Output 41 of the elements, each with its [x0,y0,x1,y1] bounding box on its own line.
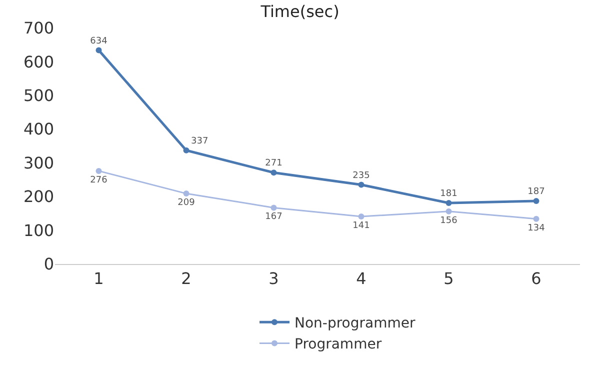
y-tick-label: 200 [23,187,54,206]
data-label: 271 [265,158,282,169]
point [96,47,102,54]
legend-label: Non-programmer [294,316,416,332]
y-tick-label: 500 [23,86,54,106]
y-tick-label: 600 [23,52,54,72]
point [270,170,277,176]
data-label: 156 [440,216,458,226]
point [358,213,364,220]
x-tick-label: 4 [356,269,366,288]
data-label: 187 [528,186,545,197]
data-label: 134 [528,223,546,234]
data-label: 167 [265,212,282,222]
y-tick-label: 300 [23,153,54,172]
data-label: 276 [90,175,108,186]
data-label: 209 [178,198,196,208]
y-tick-label: 700 [23,18,54,38]
y-tick-label: 0 [44,254,54,274]
point [96,168,102,174]
x-tick-label: 2 [181,269,192,288]
data-label: 141 [352,220,370,231]
y-tick-label: 400 [23,120,54,139]
point [358,182,364,188]
point [446,208,452,214]
point [446,200,452,206]
data-label: 181 [440,188,458,199]
data-label: 634 [90,36,108,46]
point [533,198,540,204]
point [183,190,190,197]
point [533,216,540,222]
point [183,147,190,154]
x-tick-label: 3 [268,269,279,288]
x-tick-label: 1 [94,269,104,288]
data-label: 235 [352,170,370,181]
legend-label: Programmer [294,336,382,353]
x-tick-label: 5 [444,269,454,288]
data-label: 337 [191,136,208,146]
point [270,204,277,211]
chart-title: Time(sec) [260,2,340,21]
x-tick-label: 6 [531,269,542,288]
y-tick-label: 100 [23,220,54,240]
